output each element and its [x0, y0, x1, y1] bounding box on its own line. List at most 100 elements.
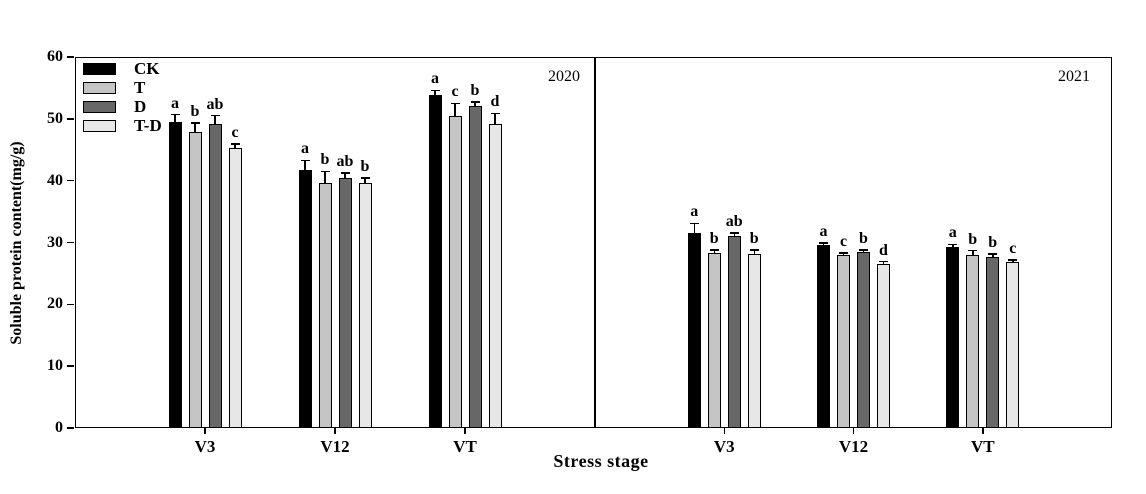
y-axis-tick	[67, 303, 74, 306]
error-bar	[842, 253, 845, 256]
bar-ck	[298, 169, 312, 428]
significance-letter: b	[859, 229, 868, 247]
legend-swatch-icon	[83, 101, 116, 113]
bar-t	[318, 182, 332, 428]
significance-letter: b	[988, 234, 998, 252]
error-bar	[234, 144, 236, 148]
bar-t-d	[1006, 261, 1020, 428]
legend-swatch-icon	[83, 82, 116, 94]
y-axis-tick-label: 20	[47, 295, 63, 313]
error-bar-cap	[879, 260, 888, 263]
error-bar-cap	[450, 102, 460, 105]
error-bar-cap	[988, 253, 998, 255]
significance-letter: c	[231, 124, 239, 142]
significance-letter: a	[171, 94, 179, 112]
significance-letter: ab	[725, 213, 743, 231]
error-bar	[344, 173, 346, 179]
significance-letter: a	[819, 223, 828, 241]
error-bar	[494, 113, 496, 125]
x-axis-tick	[982, 428, 984, 434]
bar-ck	[946, 246, 960, 428]
y-axis-tick	[67, 118, 74, 120]
error-bar-cap	[729, 232, 739, 234]
significance-letter: b	[470, 82, 480, 100]
bar-t	[188, 132, 202, 428]
significance-letter: ab	[336, 153, 354, 171]
significance-letter: ab	[206, 95, 224, 113]
bar-t	[966, 255, 980, 428]
error-bar-cap	[320, 170, 330, 173]
y-axis-tick	[67, 365, 74, 367]
legend-swatch-icon	[83, 120, 116, 132]
bar-t-d	[747, 253, 761, 428]
error-bar-cap	[300, 159, 310, 161]
error-bar	[713, 249, 715, 253]
error-bar	[753, 249, 755, 254]
error-bar	[214, 115, 216, 124]
error-bar	[952, 244, 954, 247]
error-bar-cap	[230, 143, 240, 145]
significance-letter: b	[749, 229, 759, 247]
legend-item-t: T	[83, 78, 162, 97]
significance-letter: d	[490, 93, 500, 111]
error-bar-cap	[210, 114, 220, 117]
bar-d	[986, 256, 1000, 428]
error-bar	[174, 114, 176, 122]
bar-ck	[428, 95, 442, 428]
bar-t-d	[358, 183, 372, 428]
x-axis-tick	[464, 428, 466, 434]
significance-letter: d	[879, 241, 888, 259]
error-bar	[693, 223, 695, 233]
x-axis-title: Stress stage	[553, 451, 649, 471]
legend-item-t-d: T-D	[83, 117, 162, 134]
y-axis-tick	[67, 56, 74, 58]
bar-d	[208, 123, 222, 428]
error-bar-cap	[859, 249, 868, 251]
y-axis-tick-label: 30	[47, 233, 63, 251]
x-axis-tick	[334, 428, 336, 434]
panel-year-label-2021: 2021	[1058, 68, 1090, 85]
error-bar	[822, 243, 825, 245]
category-label-v3: V3	[713, 437, 735, 456]
significance-letter: b	[360, 158, 370, 176]
bar-t	[448, 115, 462, 428]
y-axis-title: Soluble protein content(mg/g)	[8, 141, 25, 345]
significance-letter: a	[301, 140, 309, 158]
significance-letter: c	[839, 233, 848, 250]
legend-label: T	[134, 78, 146, 97]
y-axis-tick	[67, 427, 74, 429]
error-bar	[324, 171, 326, 183]
category-label-v3: V3	[194, 437, 216, 456]
significance-letter: b	[709, 229, 719, 247]
panel-year-label-2020: 2020	[548, 68, 580, 85]
x-axis-tick	[723, 428, 725, 434]
y-axis-tick-label: 0	[55, 419, 63, 436]
error-bar	[992, 254, 994, 257]
error-bar-cap	[968, 249, 978, 252]
panel-divider	[594, 57, 596, 428]
error-bar-cap	[819, 242, 828, 244]
legend: CK T D T-D	[83, 59, 162, 138]
plot-area	[75, 57, 1112, 428]
category-label-vt: VT	[970, 437, 995, 456]
bar-ck	[168, 121, 182, 428]
significance-letter: a	[690, 203, 699, 221]
y-axis-tick-label: 60	[47, 48, 63, 65]
error-bar	[862, 249, 865, 252]
error-bar	[454, 103, 456, 116]
error-bar-cap	[360, 177, 370, 179]
significance-letter: a	[948, 224, 957, 242]
error-bar	[474, 102, 476, 107]
significance-letter: c	[1009, 239, 1017, 257]
legend-label: CK	[134, 59, 160, 78]
bar-t	[707, 253, 721, 428]
error-bar-cap	[340, 172, 350, 174]
category-label-v12: V12	[838, 437, 869, 456]
error-bar	[434, 90, 436, 96]
legend-item-ck: CK	[83, 59, 162, 78]
error-bar-cap	[689, 222, 699, 225]
legend-swatch-icon	[83, 63, 116, 75]
significance-letter: b	[320, 151, 330, 169]
error-bar	[733, 233, 735, 237]
